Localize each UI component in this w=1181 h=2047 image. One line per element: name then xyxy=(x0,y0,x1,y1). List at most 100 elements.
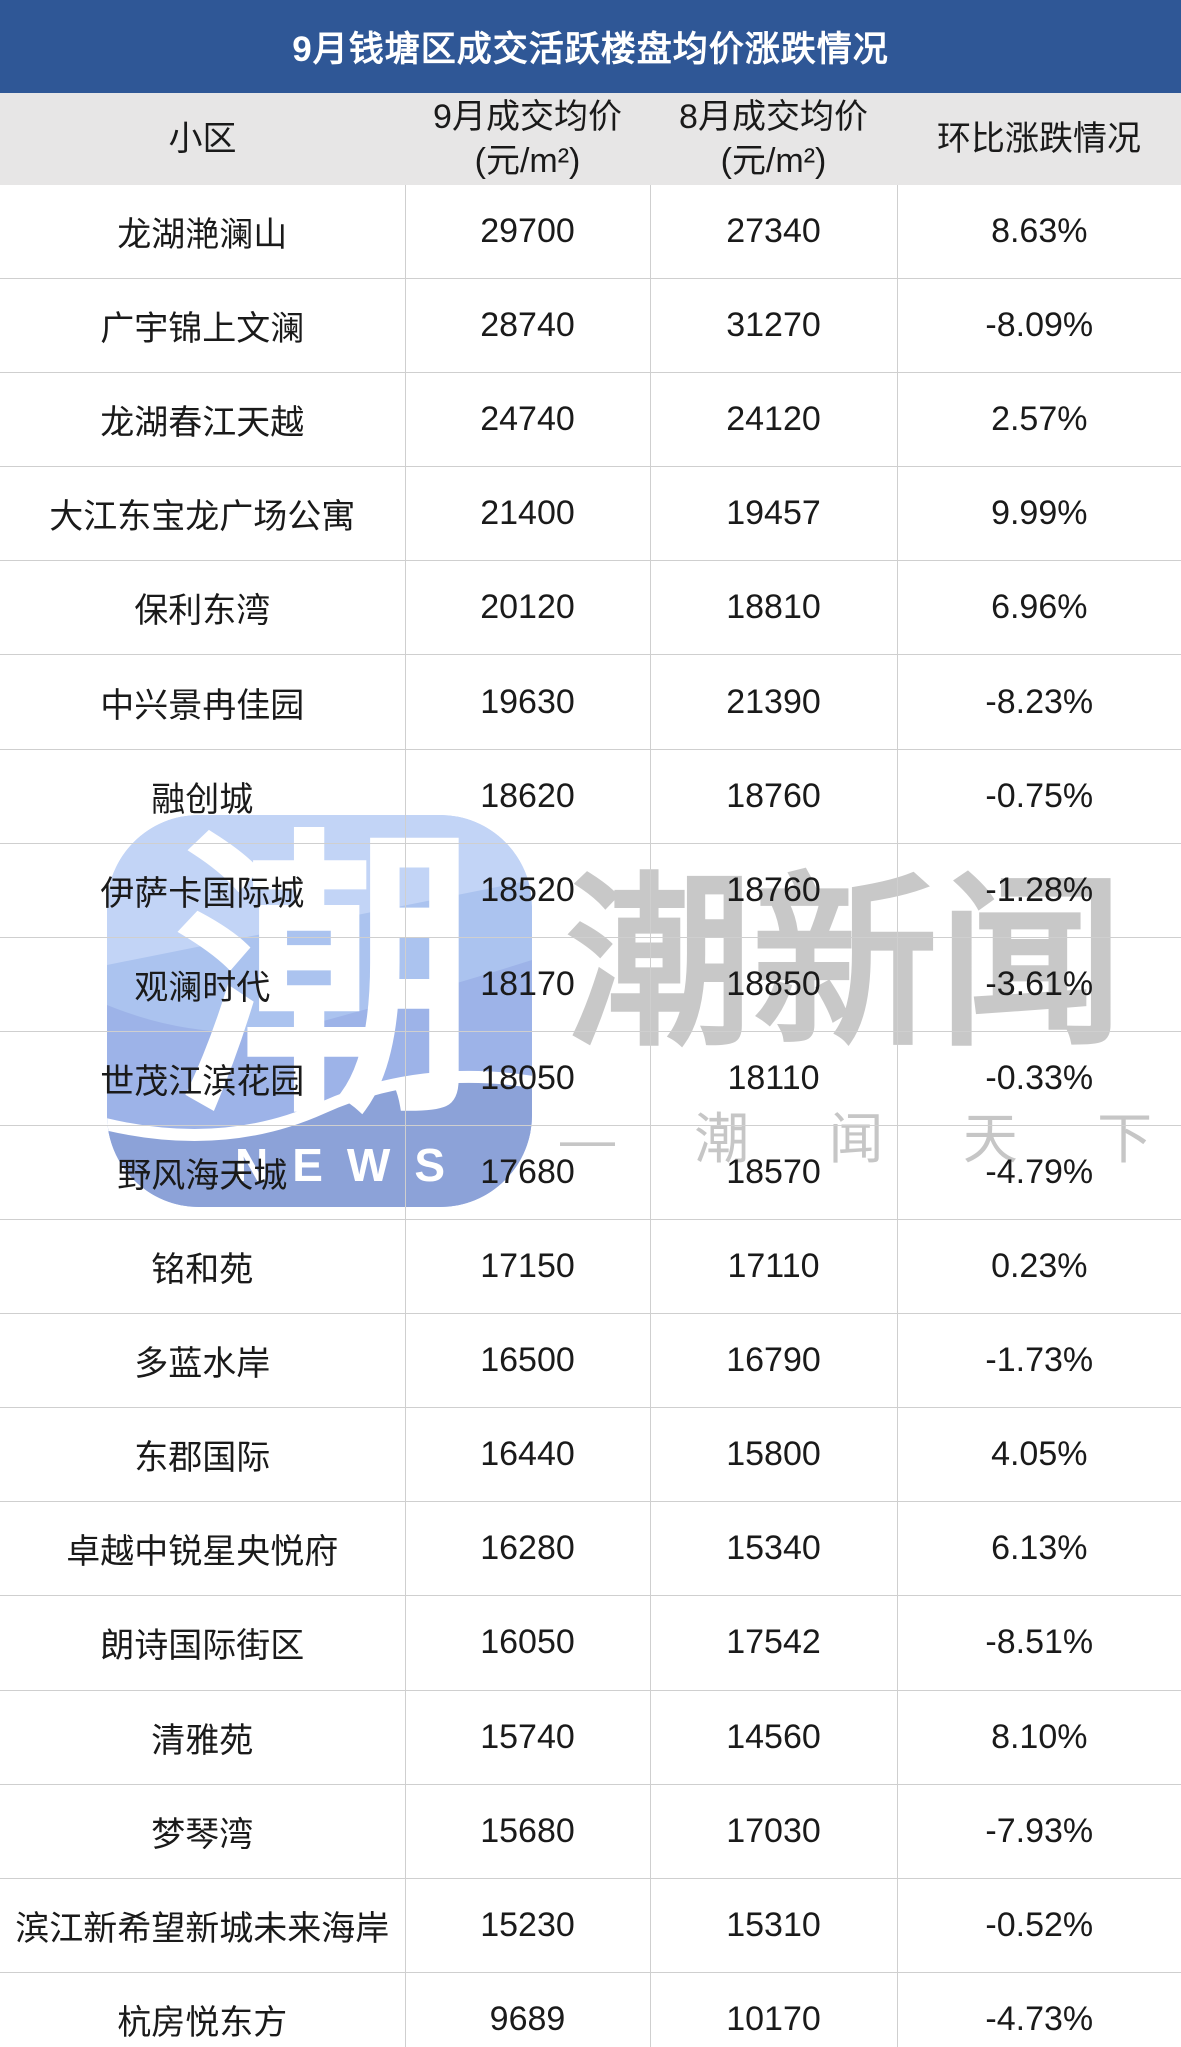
august-price-cell: 15800 xyxy=(650,1407,898,1502)
column-header-row: 小区 9月成交均价 (元/m²) 8月成交均价 (元/m²) 环比涨跌情况 xyxy=(0,93,1181,185)
change-cell: 8.10% xyxy=(897,1689,1181,1785)
august-price-cell: 17030 xyxy=(650,1783,898,1879)
table-row: 保利东湾 20120 18810 6.96% xyxy=(0,560,1181,655)
column-header-august-price: 8月成交均价 (元/m²) xyxy=(650,93,897,185)
community-cell: 野风海天城 xyxy=(0,1124,406,1220)
table-title-row: 9月钱塘区成交活跃楼盘均价涨跌情况 xyxy=(0,0,1181,93)
table-row: 滨江新希望新城未来海岸 15230 15310 -0.52% xyxy=(0,1877,1181,1973)
august-price-cell: 21390 xyxy=(650,654,898,750)
change-cell: -8.51% xyxy=(897,1595,1181,1690)
table-row: 东郡国际 16440 15800 4.05% xyxy=(0,1407,1181,1502)
september-price-cell: 29700 xyxy=(405,185,651,279)
table-row: 中兴景冉佳园 19630 21390 -8.23% xyxy=(0,654,1181,750)
august-price-cell: 18570 xyxy=(650,1124,898,1220)
community-cell: 梦琴湾 xyxy=(0,1783,406,1879)
september-price-cell: 20120 xyxy=(405,560,651,655)
september-price-cell: 18170 xyxy=(405,936,651,1032)
table-row: 卓越中锐星央悦府 16280 15340 6.13% xyxy=(0,1501,1181,1596)
community-cell: 多蓝水岸 xyxy=(0,1313,406,1408)
change-cell: -4.79% xyxy=(897,1124,1181,1220)
change-cell: -0.52% xyxy=(897,1877,1181,1973)
september-price-label: 9月成交均价 xyxy=(433,98,622,136)
august-price-cell: 24120 xyxy=(650,372,898,467)
table-body: 龙湖滟澜山 29700 27340 8.63% 广宇锦上文澜 28740 312… xyxy=(0,185,1181,2047)
community-cell: 保利东湾 xyxy=(0,560,406,655)
september-price-cell: 18620 xyxy=(405,748,651,844)
september-price-cell: 28740 xyxy=(405,278,651,373)
community-cell: 滨江新希望新城未来海岸 xyxy=(0,1877,406,1973)
august-price-cell: 18760 xyxy=(650,748,898,844)
august-price-cell: 17542 xyxy=(650,1595,898,1690)
community-cell: 卓越中锐星央悦府 xyxy=(0,1501,406,1596)
table-row: 多蓝水岸 16500 16790 -1.73% xyxy=(0,1313,1181,1408)
august-price-cell: 31270 xyxy=(650,278,898,373)
change-cell: -4.73% xyxy=(897,1971,1181,2047)
september-price-cell: 9689 xyxy=(405,1971,651,2047)
change-cell: 0.23% xyxy=(897,1219,1181,1314)
september-price-cell: 17150 xyxy=(405,1219,651,1314)
september-price-cell: 16280 xyxy=(405,1501,651,1596)
community-cell: 铭和苑 xyxy=(0,1219,406,1314)
community-cell: 大江东宝龙广场公寓 xyxy=(0,466,406,561)
august-price-cell: 14560 xyxy=(650,1689,898,1785)
september-price-cell: 24740 xyxy=(405,372,651,467)
change-cell: -7.93% xyxy=(897,1783,1181,1879)
september-price-cell: 18520 xyxy=(405,842,651,938)
table-row: 野风海天城 17680 18570 -4.79% xyxy=(0,1124,1181,1220)
community-cell: 世茂江滨花园 xyxy=(0,1030,406,1126)
community-cell: 东郡国际 xyxy=(0,1407,406,1502)
community-cell: 朗诗国际街区 xyxy=(0,1595,406,1690)
change-cell: 4.05% xyxy=(897,1407,1181,1502)
august-price-cell: 10170 xyxy=(650,1971,898,2047)
september-price-unit: (元/m²) xyxy=(474,142,581,180)
table-row: 广宇锦上文澜 28740 31270 -8.09% xyxy=(0,278,1181,373)
august-price-cell: 18850 xyxy=(650,936,898,1032)
september-price-cell: 17680 xyxy=(405,1124,651,1220)
community-cell: 清雅苑 xyxy=(0,1689,406,1785)
september-price-cell: 16500 xyxy=(405,1313,651,1408)
table-row: 清雅苑 15740 14560 8.10% xyxy=(0,1689,1181,1785)
community-cell: 伊萨卡国际城 xyxy=(0,842,406,938)
change-cell: -8.23% xyxy=(897,654,1181,750)
september-price-cell: 15680 xyxy=(405,1783,651,1879)
august-price-cell: 18760 xyxy=(650,842,898,938)
change-cell: -0.33% xyxy=(897,1030,1181,1126)
august-price-cell: 15310 xyxy=(650,1877,898,1973)
community-cell: 融创城 xyxy=(0,748,406,844)
change-cell: 9.99% xyxy=(897,466,1181,561)
table-row: 朗诗国际街区 16050 17542 -8.51% xyxy=(0,1595,1181,1690)
august-price-cell: 17110 xyxy=(650,1219,898,1314)
table-row: 梦琴湾 15680 17030 -7.93% xyxy=(0,1783,1181,1879)
change-cell: -0.75% xyxy=(897,748,1181,844)
column-header-change: 环比涨跌情况 xyxy=(897,93,1181,185)
august-price-cell: 27340 xyxy=(650,185,898,279)
change-cell: 8.63% xyxy=(991,212,1088,251)
change-cell: -1.28% xyxy=(897,842,1181,938)
september-price-cell: 15740 xyxy=(405,1689,651,1785)
change-cell: 2.57% xyxy=(897,372,1181,467)
community-cell: 杭房悦东方 xyxy=(0,1971,406,2047)
september-price-cell: 18050 xyxy=(405,1030,651,1126)
august-price-cell: 16790 xyxy=(650,1313,898,1408)
table-row: 融创城 18620 18760 -0.75% xyxy=(0,748,1181,844)
august-price-cell: 19457 xyxy=(650,466,898,561)
august-price-unit: (元/m²) xyxy=(720,142,827,180)
table-row: 铭和苑 17150 17110 0.23% xyxy=(0,1219,1181,1314)
community-cell: 广宇锦上文澜 xyxy=(0,278,406,373)
august-price-cell: 18110 xyxy=(650,1030,898,1126)
change-cell: -1.73% xyxy=(897,1313,1181,1408)
september-price-cell: 16050 xyxy=(405,1595,651,1690)
change-cell: -3.61% xyxy=(897,936,1181,1032)
august-price-label: 8月成交均价 xyxy=(679,98,868,136)
table-row: 龙湖滟澜山 29700 27340 8.63% xyxy=(0,185,1181,279)
table-row: 大江东宝龙广场公寓 21400 19457 9.99% xyxy=(0,466,1181,561)
table-row: 观澜时代 18170 18850 -3.61% xyxy=(0,936,1181,1032)
september-price-cell: 16440 xyxy=(405,1407,651,1502)
column-header-september-price: 9月成交均价 (元/m²) xyxy=(405,93,650,185)
table-row: 龙湖春江天越 24740 24120 2.57% xyxy=(0,372,1181,467)
column-header-community: 小区 xyxy=(0,93,405,185)
change-cell: 6.96% xyxy=(897,560,1181,655)
august-price-cell: 18810 xyxy=(650,560,898,655)
